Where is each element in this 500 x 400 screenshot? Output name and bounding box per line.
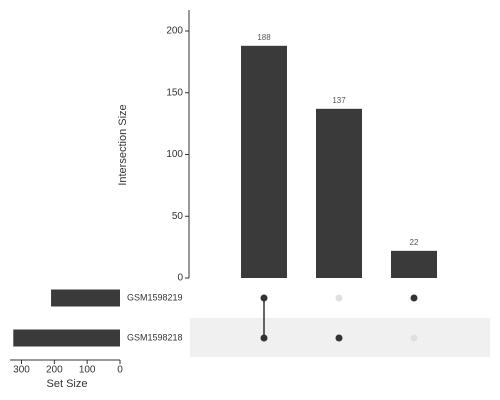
bar — [241, 45, 287, 278]
matrix-dot — [260, 294, 268, 302]
set-size-label: Set Size — [47, 378, 88, 390]
y-tick-label: 100 — [166, 149, 183, 160]
y-axis-label: Intersection Size — [117, 104, 129, 185]
y-tick-label: 0 — [177, 273, 183, 284]
set-size-bar — [13, 329, 120, 347]
matrix-dot-empty — [410, 334, 418, 342]
set-name: GSM1598218 — [127, 332, 183, 342]
bar — [316, 108, 362, 278]
set-size-tick-label: 0 — [117, 365, 123, 376]
bar-label: 22 — [410, 238, 419, 247]
y-tick-label: 50 — [172, 211, 184, 222]
matrix-dot-empty — [335, 294, 343, 302]
y-tick-label: 150 — [166, 87, 183, 98]
matrix-dot — [410, 294, 418, 302]
set-size-tick-label: 100 — [79, 365, 96, 376]
set-size-tick-label: 300 — [13, 365, 30, 376]
matrix-dot — [260, 334, 268, 342]
matrix-dot — [335, 334, 343, 342]
bar-label: 137 — [332, 96, 346, 105]
set-name: GSM1598219 — [127, 292, 183, 302]
y-tick-label: 200 — [166, 26, 183, 37]
bar-label: 188 — [257, 33, 271, 42]
bar — [391, 250, 437, 278]
set-size-bar — [51, 289, 120, 307]
set-size-tick-label: 200 — [46, 365, 63, 376]
